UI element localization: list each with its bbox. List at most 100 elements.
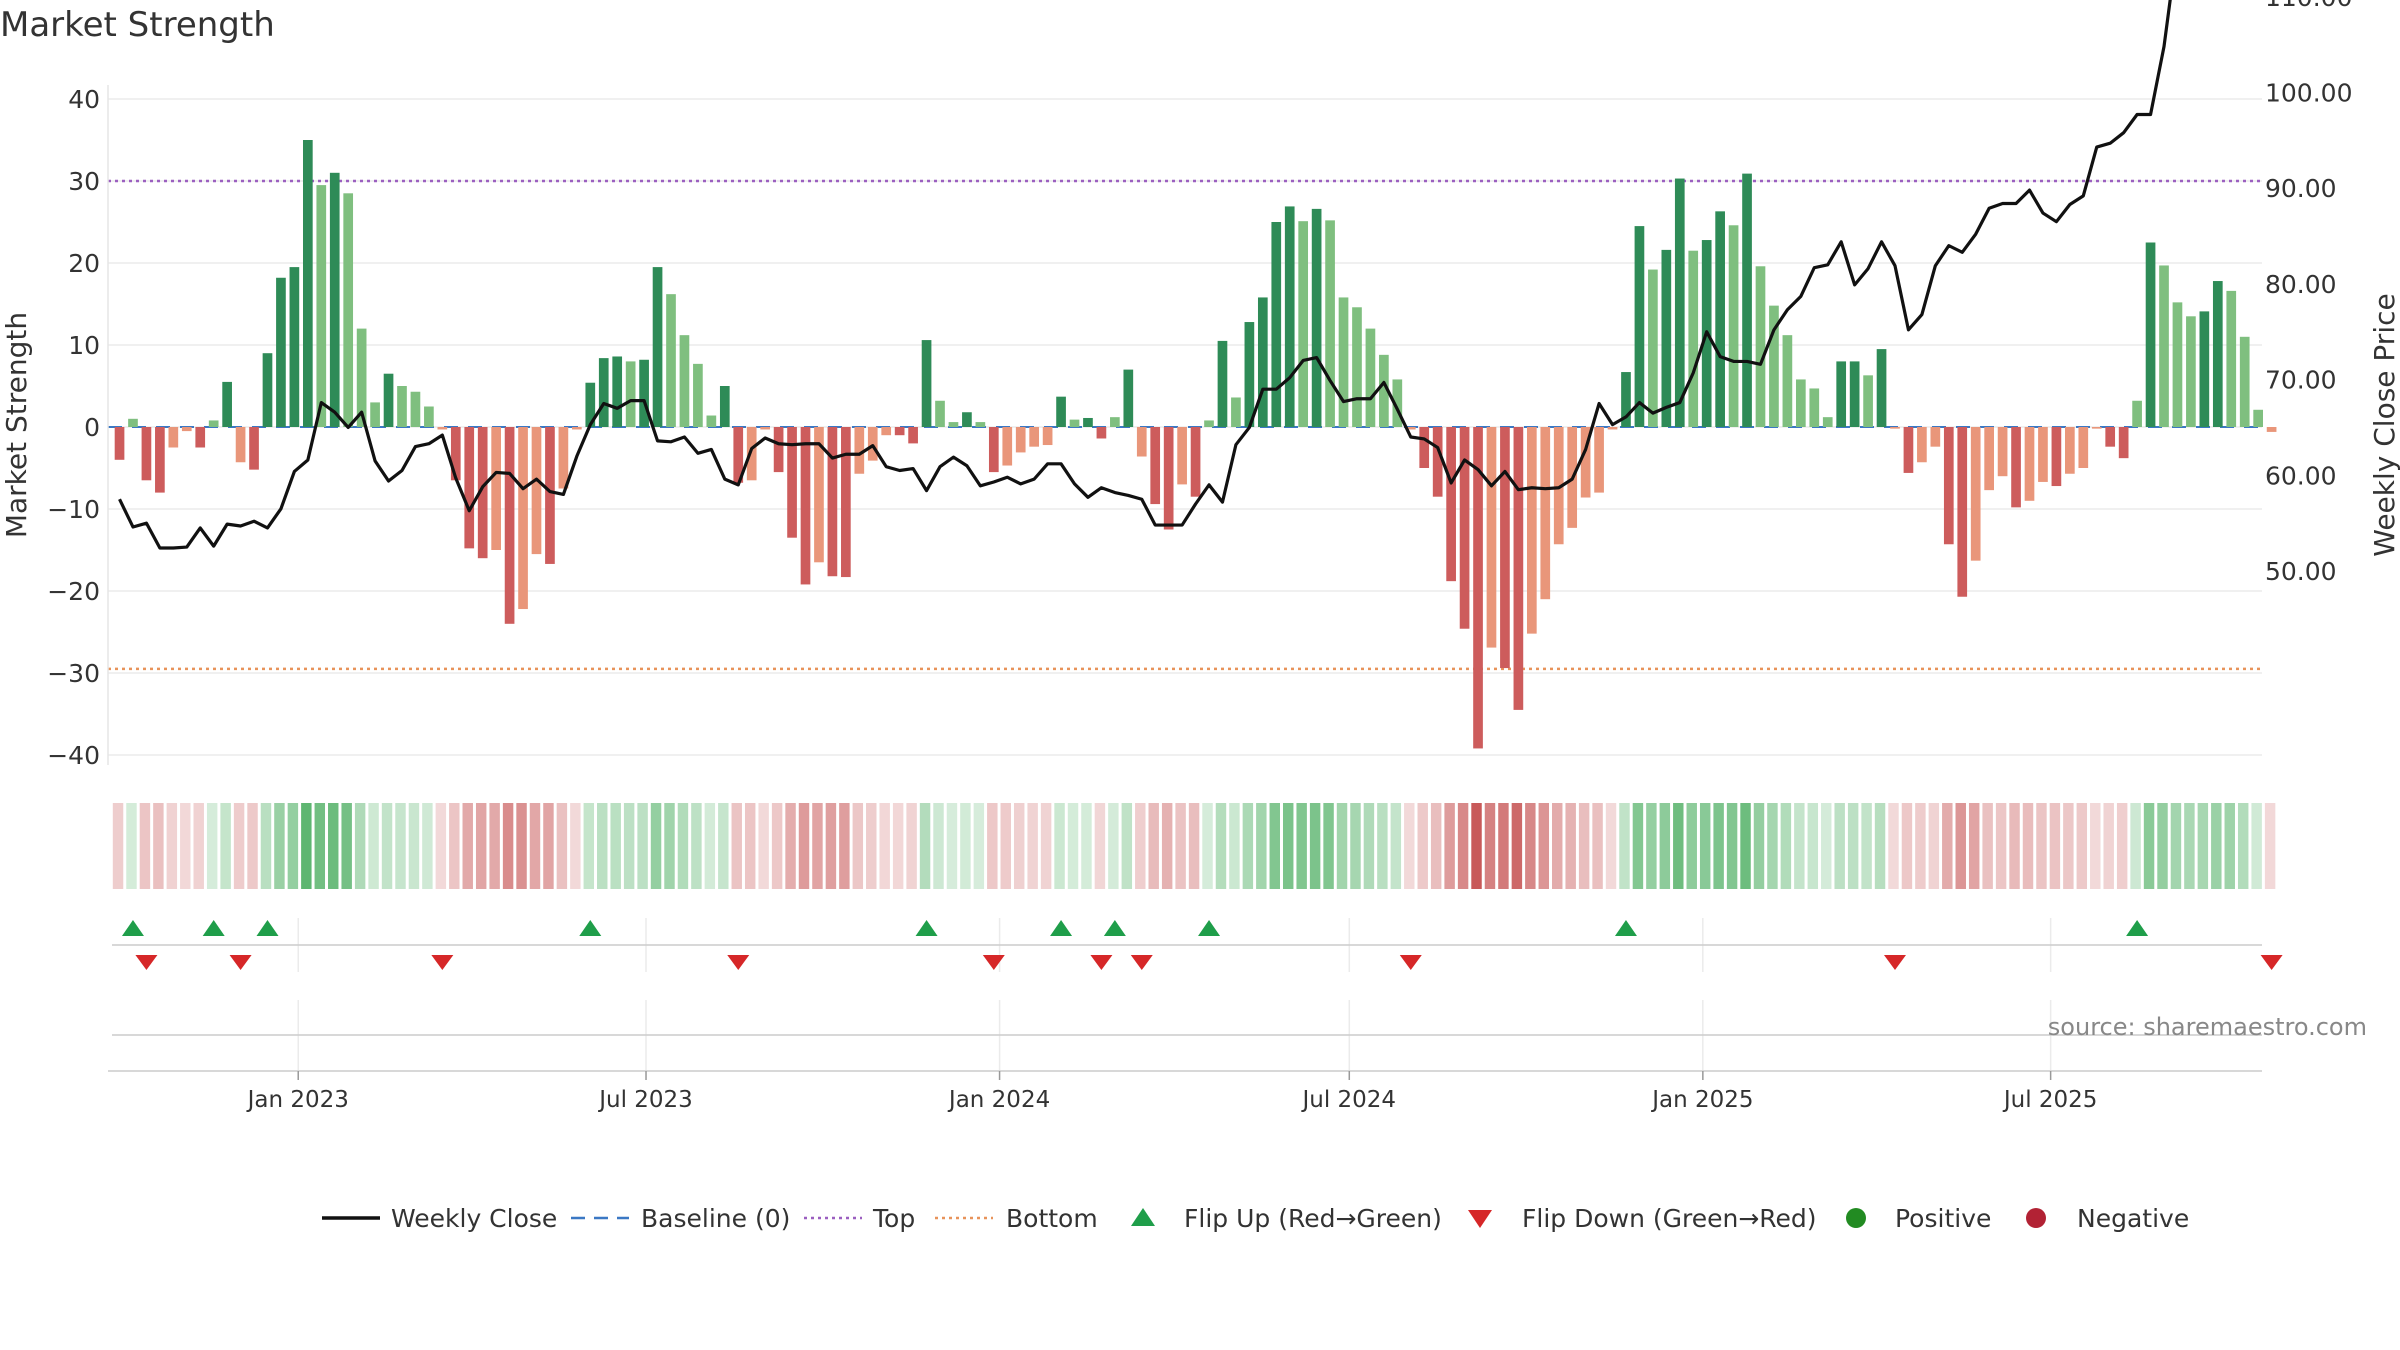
strength-bar <box>625 361 636 427</box>
strength-bar <box>2239 336 2250 427</box>
strength-bar <box>1190 427 1201 497</box>
strength-bar <box>235 427 246 463</box>
heat-cell <box>1148 803 1159 889</box>
y-tick-label: −30 <box>47 659 100 688</box>
strength-bar <box>1526 427 1537 634</box>
strength-bar <box>2051 427 2062 487</box>
heat-cell <box>1995 803 2007 889</box>
y-tick-label: −20 <box>47 577 100 606</box>
heat-cell <box>906 803 917 889</box>
heat-cell <box>1605 803 1617 889</box>
strength-bar <box>1419 427 1430 468</box>
strength-bar <box>128 418 138 427</box>
strength-bar <box>1621 372 1631 427</box>
heat-cell <box>731 803 742 889</box>
heat-cell <box>1646 803 1657 889</box>
heat-cell <box>1430 803 1442 889</box>
heat-cell <box>1377 803 1388 889</box>
flip-down-marker <box>1883 955 1906 970</box>
strength-bar <box>370 402 380 427</box>
heat-cell <box>381 803 393 889</box>
heat-cell <box>1498 803 1509 889</box>
strength-bar <box>2172 302 2183 427</box>
strength-bar <box>1580 427 1591 498</box>
heat-cell <box>516 803 527 889</box>
heat-cell <box>650 803 662 889</box>
grid-layer <box>108 98 2262 1070</box>
heat-cell <box>839 803 850 889</box>
heat-cell <box>435 803 447 889</box>
flip-down-marker <box>431 955 454 970</box>
heat-cell <box>2063 803 2074 889</box>
heat-cell <box>1861 803 1872 889</box>
strength-bar <box>249 427 259 470</box>
strength-bar <box>1876 349 1887 427</box>
strength-bar <box>2105 427 2116 447</box>
heat-cell <box>691 803 702 889</box>
heat-cell <box>260 803 272 889</box>
y2-axis-label: Weekly Close Price <box>2368 293 2400 556</box>
strength-bar <box>1029 427 1040 447</box>
strength-bar <box>841 427 851 578</box>
heat-cell <box>2197 803 2209 889</box>
heat-cell <box>287 803 299 889</box>
strength-bar <box>1648 269 1658 427</box>
strength-bar <box>2266 427 2277 432</box>
heat-cell <box>1027 803 1038 889</box>
strength-bar <box>1957 427 1968 597</box>
heat-cell <box>1632 803 1644 889</box>
strength-bar <box>437 427 448 430</box>
flip-down-marker <box>1090 955 1113 970</box>
strength-bar <box>450 427 461 481</box>
strength-bar <box>1500 427 1510 669</box>
strength-bar <box>1742 173 1752 427</box>
heat-cell <box>193 803 204 889</box>
heat-cell <box>1968 803 1980 889</box>
strength-bar <box>1849 361 1860 427</box>
heat-cell <box>1686 803 1697 889</box>
heat-cell <box>1982 803 1993 889</box>
strength-bar <box>1903 427 1914 473</box>
strength-bar <box>208 420 219 427</box>
strength-bar <box>1432 427 1443 497</box>
x-axis: Jan 2023 Jul 2023 Jan 2024 Jul 2024 Jan 2025… <box>108 1034 2262 1113</box>
heat-cell <box>1444 803 1455 889</box>
heat-cell <box>1282 803 1294 889</box>
strength-bar <box>1244 322 1255 427</box>
strength-bar <box>343 193 354 427</box>
strength-bar <box>1674 178 1685 427</box>
strength-bar <box>1795 379 1806 427</box>
flip-up-marker <box>256 920 279 936</box>
strength-bar <box>424 406 434 427</box>
strength-bar <box>1459 427 1470 629</box>
flip-down-marker <box>982 955 1005 970</box>
heat-cell <box>422 803 433 889</box>
heat-cell <box>1135 803 1146 889</box>
heat-cell <box>677 803 689 889</box>
strength-bar <box>2091 427 2102 429</box>
strength-bar <box>383 373 394 427</box>
strength-bar <box>666 294 676 427</box>
heat-cell <box>1511 803 1523 889</box>
strength-bar <box>2253 409 2263 427</box>
strength-bar <box>1997 427 2008 477</box>
heat-cell <box>2090 803 2101 889</box>
legend-label: Negative <box>2077 1204 2189 1233</box>
heat-cell <box>704 803 716 889</box>
legend-swatch-triangle-down <box>1468 1210 1492 1228</box>
heat-cell <box>354 803 366 889</box>
weekly-close-line <box>118 0 2172 550</box>
y-tick-label: 10 <box>68 331 100 360</box>
strength-bar <box>1042 427 1053 446</box>
strength-bar <box>1769 305 1779 427</box>
strength-bar <box>652 267 663 427</box>
heat-cell <box>328 803 339 889</box>
x-tick-label: Jul 2024 <box>1300 1087 1396 1113</box>
heat-cell <box>1081 803 1092 889</box>
heat-cell <box>825 803 837 889</box>
y2-tick-label: 80.00 <box>2265 270 2337 299</box>
y-tick-label: −10 <box>47 495 100 524</box>
heat-cell <box>610 803 621 889</box>
strength-bar <box>2132 400 2142 427</box>
heat-cell <box>1794 803 1805 889</box>
